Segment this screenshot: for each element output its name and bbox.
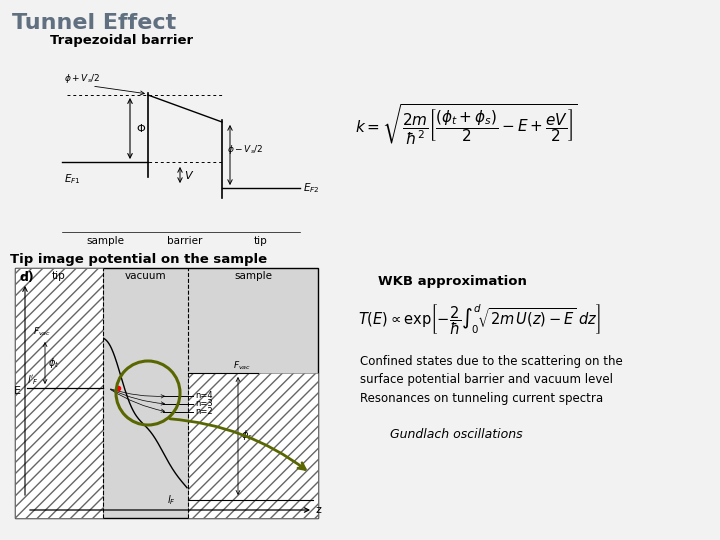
Bar [188, 373, 318, 518]
Text: z: z [315, 505, 321, 515]
Text: $\phi_t$: $\phi_t$ [48, 356, 59, 370]
Text: Trapezoidal barrier: Trapezoidal barrier [50, 34, 193, 47]
Text: $V$: $V$ [184, 169, 194, 181]
Text: $k = \sqrt{\dfrac{2m}{\hbar^2}\left[\dfrac{(\phi_t+\phi_s)}{2}-E+\dfrac{eV}{2}\r: $k = \sqrt{\dfrac{2m}{\hbar^2}\left[\dfr… [355, 103, 578, 147]
Text: $T(E) \propto \exp\!\left[-\dfrac{2}{\hbar}\int_0^d\!\sqrt{2m\,U(z)-E}\;dz\right: $T(E) \propto \exp\!\left[-\dfrac{2}{\hb… [358, 303, 601, 338]
Text: $l'_F$: $l'_F$ [27, 373, 39, 387]
Text: n=3: n=3 [195, 400, 212, 408]
Text: barrier: barrier [167, 236, 203, 246]
Text: vacuum: vacuum [125, 271, 166, 281]
Text: sample: sample [234, 271, 272, 281]
Text: WKB approximation: WKB approximation [378, 275, 527, 288]
Text: $F_{vac}$: $F_{vac}$ [33, 326, 51, 338]
Text: $F_{vac}$: $F_{vac}$ [233, 360, 251, 372]
Text: Tip image potential on the sample: Tip image potential on the sample [10, 253, 267, 266]
Text: $\phi+V_s/2$: $\phi+V_s/2$ [64, 72, 100, 85]
Text: tip: tip [52, 271, 66, 281]
Text: $l_F$: $l_F$ [167, 493, 176, 507]
Text: Confined states due to the scattering on the
surface potential barrier and vacuu: Confined states due to the scattering on… [360, 355, 623, 387]
Text: $\phi-V_s/2$: $\phi-V_s/2$ [227, 144, 263, 157]
Text: Resonances on tunneling current spectra: Resonances on tunneling current spectra [360, 392, 603, 405]
Text: n=4: n=4 [195, 392, 212, 401]
Text: $\Phi$: $\Phi$ [136, 123, 146, 134]
Text: sample: sample [86, 236, 124, 246]
Text: Tunnel Effect: Tunnel Effect [12, 13, 176, 33]
Bar [15, 268, 318, 518]
Text: Gundlach oscillations: Gundlach oscillations [390, 428, 523, 441]
Bar [15, 268, 103, 518]
Text: n=2: n=2 [195, 408, 212, 416]
Text: $E_{F1}$: $E_{F1}$ [64, 172, 81, 186]
Text: d): d) [19, 271, 34, 284]
Text: $E_{F2}$: $E_{F2}$ [303, 181, 320, 195]
Text: E: E [14, 386, 21, 395]
Text: $\phi_s$: $\phi_s$ [241, 429, 253, 442]
Text: tip: tip [254, 236, 268, 246]
